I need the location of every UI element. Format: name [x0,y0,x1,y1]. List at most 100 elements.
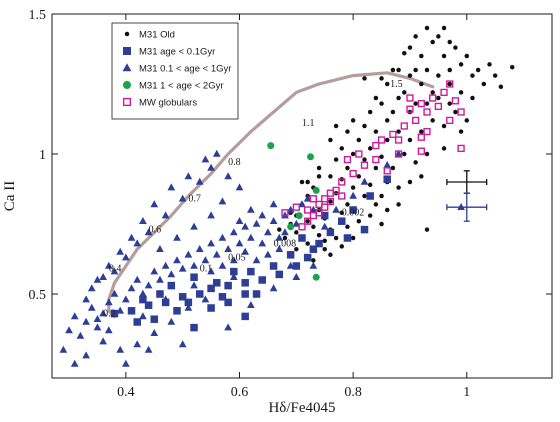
dot-point [396,67,401,73]
square-point [343,234,352,242]
triangle-point [303,194,312,202]
triangle-point [104,326,113,334]
square-point [349,206,357,214]
series-open-square [281,80,465,231]
square-point [275,270,284,279]
dot-point [396,202,401,207]
square-point [298,234,306,242]
dot-point [350,151,356,157]
triangle-point [252,219,261,227]
triangle-point [87,284,96,292]
dot-point [458,90,464,95]
x-tick-label: 0.6 [231,385,249,400]
square-point [366,192,374,200]
triangle-point [229,256,238,264]
triangle-point [281,211,289,219]
dot-point [384,81,390,87]
dot-point [464,53,470,59]
dot-point [436,73,441,78]
dot-point [333,235,339,241]
dot-point [424,25,430,31]
y-axis-title: Ca II [2,181,18,211]
triangle-point [122,359,130,367]
track-age-label: 0.1 [200,264,213,275]
square-point [178,293,187,301]
dot-point [407,45,413,50]
square-point [315,239,323,248]
square-point [338,217,346,225]
triangle-point [127,233,136,241]
square-point [150,315,159,323]
dot-point [396,185,401,190]
triangle-point [309,205,318,213]
dot-point [305,241,310,246]
triangle-point [190,261,198,269]
dot-point [447,101,452,106]
open-square-point [417,99,425,108]
error-bar [446,170,488,194]
legend-marker-square [123,47,131,55]
triangle-point [104,261,113,269]
series-dot [277,25,515,263]
dot-point [447,81,452,87]
open-square-point [315,209,323,217]
legend-marker-dot [124,31,130,37]
square-point [139,295,147,304]
dot-point [413,160,418,165]
open-square-point [394,136,403,144]
dot-point [373,95,379,101]
triangle-point [93,275,102,283]
dot-point [316,174,322,179]
open-square-point [411,116,420,125]
triangle-point [195,177,204,185]
triangle-point [144,228,153,236]
dot-point [311,258,316,263]
triangle-point [286,205,295,213]
triangle-point [320,222,329,230]
open-square-point [355,150,363,158]
triangle-point [116,247,125,255]
triangle-point [70,312,79,320]
triangle-point [286,261,295,269]
dot-point [487,62,492,67]
dot-point [328,174,333,179]
dot-point [345,202,350,207]
dot-point [424,67,430,73]
triangle-point [212,149,221,157]
triangle-point [383,161,392,168]
dot-point [424,151,430,157]
dot-point [373,165,379,171]
dot-point [322,238,327,244]
square-point [224,298,232,307]
triangle-point [139,217,147,224]
dot-point [277,227,282,232]
square-point [292,262,301,270]
series-layer [59,25,515,367]
triangle-point [394,149,403,157]
dot-point [384,118,390,123]
dot-point [498,84,504,90]
model-track-line [107,71,435,318]
track-age-label: 0.05 [228,252,246,263]
dot-point [441,123,447,129]
dot-point [424,101,430,106]
triangle-point [59,345,68,353]
triangle-point [93,315,102,322]
track-age-label: 1.1 [302,118,315,129]
dot-point [458,129,464,134]
dot-point [367,182,373,188]
legend-entries: M31 Old M31 age < 0.1Gyr M31 0.1 < age < 1… [122,30,231,109]
triangle-point [139,289,147,297]
dot-point [350,235,356,241]
triangle-point [201,256,210,264]
square-point [184,298,193,307]
square-point [207,284,215,293]
triangle-point [178,264,187,272]
dot-point [328,199,333,204]
track-age-label: 1.5 [390,79,403,90]
open-square-point [338,192,346,200]
track-age-label: 0.008 [274,238,297,249]
triangle-point [116,306,125,314]
dot-point [475,67,481,73]
dot-point [333,123,339,129]
